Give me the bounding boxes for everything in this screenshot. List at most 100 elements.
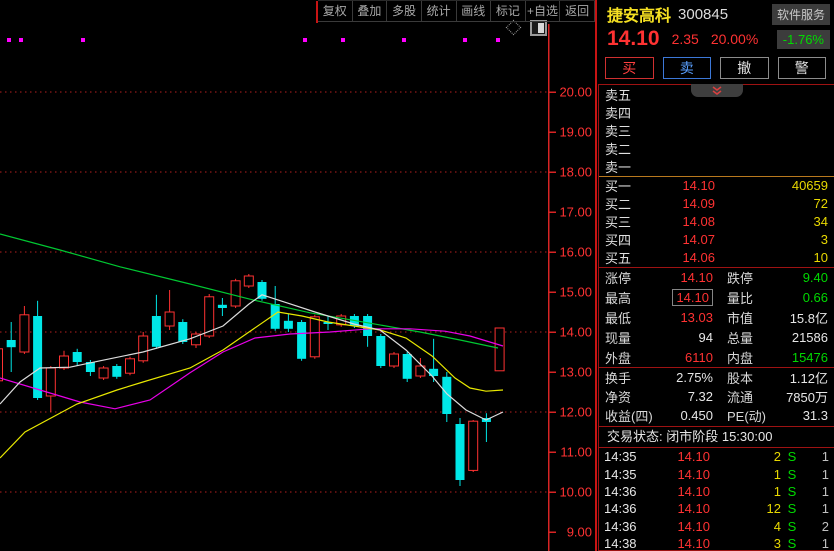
collapse-tab[interactable] <box>690 84 743 97</box>
quote-panel: 捷安高科 300845 软件服务 14.10 2.35 20.00% -1.76… <box>595 0 834 551</box>
volume-ratio-label: 量比 <box>727 291 754 307</box>
bid-row-2[interactable]: 买二 14.09 72 <box>599 194 834 212</box>
stats-row: 换手 2.75% 股本 1.12亿 <box>599 368 834 387</box>
low-label: 最低 <box>605 310 632 326</box>
tick-direction: S <box>787 536 797 551</box>
turnover-label: 换手 <box>605 371 632 387</box>
svg-text:18.00: 18.00 <box>559 165 592 180</box>
tick-volume: 2 <box>773 449 781 465</box>
tick-row: 14:36 14.10 12 S 1 <box>599 500 834 517</box>
diamond-marker-icon[interactable] <box>505 19 522 36</box>
bid-row-4[interactable]: 买四 14.07 3 <box>599 231 834 249</box>
turnover-value: 2.75% <box>676 370 713 386</box>
ma-magenta <box>0 328 504 410</box>
tick-count: 1 <box>821 536 829 551</box>
tick-direction: S <box>787 518 797 534</box>
industry-badge[interactable]: 软件服务 <box>771 3 830 25</box>
tick-price: 14.10 <box>677 449 710 465</box>
tick-row: 14:38 14.10 3 S 1 <box>599 535 834 551</box>
total-volume-label: 总量 <box>727 330 754 346</box>
current-volume-label: 现量 <box>605 330 632 346</box>
bid-row-5[interactable]: 买五 14.06 10 <box>599 249 834 267</box>
float-shares-label: 流通 <box>727 390 754 406</box>
last-price: 14.10 <box>607 27 660 50</box>
stats-row: 最低 13.03 市值 15.8亿 <box>599 308 834 328</box>
svg-text:14.00: 14.00 <box>559 325 592 340</box>
low-value: 13.03 <box>680 309 713 325</box>
svg-text:15.00: 15.00 <box>559 285 592 300</box>
tick-time: 14:36 <box>604 501 637 517</box>
inner-volume-label: 内盘 <box>727 350 754 366</box>
toolbar-button-multistock[interactable]: 多股 <box>387 1 422 21</box>
kline-chart[interactable]: 20.00 19.00 18.00 17.00 16.00 15.00 14.00 13.00… <box>0 0 596 551</box>
bid-volume: 40659 <box>791 178 828 194</box>
high-value: 14.10 <box>651 289 713 307</box>
ask-row-5[interactable]: 卖五 <box>599 85 834 103</box>
ask-row-3[interactable]: 卖三 <box>599 121 834 139</box>
panel-toggle-icon[interactable] <box>530 20 547 36</box>
price-change: 2.35 <box>671 31 699 47</box>
bid-price: 14.09 <box>682 195 715 211</box>
tick-direction: S <box>787 501 797 517</box>
tick-row: 14:36 14.10 4 S 2 <box>599 518 834 535</box>
toolbar-button-mark[interactable]: 标记 <box>491 1 526 21</box>
svg-text:11.00: 11.00 <box>560 445 592 460</box>
stats-block-2: 换手 2.75% 股本 1.12亿 净资 7.32 流通 7850万 收益(四) 0.450 P… <box>598 368 834 427</box>
float-shares-value: 7850万 <box>786 390 828 406</box>
svg-text:13.00: 13.00 <box>559 365 592 380</box>
tick-volume: 12 <box>766 501 781 517</box>
svg-text:19.00: 19.00 <box>559 125 592 140</box>
bid-label: 买三 <box>605 214 632 230</box>
stats-row: 涨停 14.10 跌停 9.40 <box>599 268 834 288</box>
toolbar-button-restore[interactable]: 复权 <box>318 1 353 21</box>
outer-volume-value: 6110 <box>685 349 713 365</box>
stats-row: 最高 14.10 量比 0.66 <box>599 288 834 308</box>
ask-row-4[interactable]: 卖四 <box>599 103 834 121</box>
chart-toolbar: 复权 叠加 多股 统计 画线 标记 +自选 返回 <box>316 0 595 23</box>
tick-price: 14.10 <box>677 466 710 482</box>
tick-volume: 3 <box>773 536 781 551</box>
svg-text:20.00: 20.00 <box>559 85 592 100</box>
order-book: 卖五 卖四 卖三 卖二 卖一 买一 14.10 40659 买二 14.09 72 买三… <box>598 84 834 268</box>
cancel-order-button[interactable]: 撤 <box>720 57 769 79</box>
bid-volume: 3 <box>820 232 828 248</box>
tick-direction: S <box>787 466 797 482</box>
bid-row-1[interactable]: 买一 14.10 40659 <box>599 175 834 194</box>
share-capital-label: 股本 <box>727 371 754 387</box>
bid-price: 14.07 <box>682 232 715 248</box>
bid-row-3[interactable]: 买三 14.08 34 <box>599 212 834 230</box>
ma-yellow <box>0 311 504 459</box>
ma-white <box>0 294 504 421</box>
kline-chart-area[interactable]: 20.00 19.00 18.00 17.00 16.00 15.00 14.00 13.00… <box>0 0 596 551</box>
toolbar-button-drawline[interactable]: 画线 <box>457 1 492 21</box>
volume-ratio-value: 0.66 <box>802 290 828 306</box>
sell-button[interactable]: 卖 <box>662 57 711 79</box>
toolbar-button-back[interactable]: 返回 <box>560 1 595 21</box>
toolbar-accent-line <box>316 1 318 23</box>
collapse-chevron-icon <box>712 86 721 95</box>
toolbar-button-overlay[interactable]: 叠加 <box>353 1 388 21</box>
ask-label: 卖一 <box>605 160 632 176</box>
svg-text:17.00: 17.00 <box>559 205 592 220</box>
stats-row: 净资 7.32 流通 7850万 <box>599 387 834 406</box>
tick-row: 14:36 14.10 1 S 1 <box>599 483 834 500</box>
alert-button[interactable]: 警 <box>777 57 826 79</box>
tick-volume: 1 <box>773 466 781 482</box>
toolbar-button-stats[interactable]: 统计 <box>422 1 457 21</box>
stock-name: 捷安高科 <box>607 8 672 25</box>
stats-block-1: 涨停 14.10 跌停 9.40 最高 14.10 量比 0.66 最低 13.03 市值 15.… <box>598 268 834 368</box>
tick-row: 14:35 14.10 1 S 1 <box>599 465 834 482</box>
trade-status: 交易状态: 闭市阶段 15:30:00 <box>607 429 773 444</box>
ask-label: 卖五 <box>605 87 632 103</box>
tick-time: 14:36 <box>604 518 637 534</box>
bid-price: 14.08 <box>682 213 715 229</box>
bid-volume: 10 <box>813 250 828 266</box>
buy-button[interactable]: 买 <box>605 57 654 79</box>
tick-time: 14:36 <box>604 483 637 499</box>
tick-direction: S <box>787 483 797 499</box>
industry-change-badge[interactable]: -1.76% <box>776 29 830 49</box>
ask-row-1[interactable]: 卖一 <box>599 158 834 176</box>
toolbar-button-add-watchlist[interactable]: +自选 <box>526 1 561 21</box>
ask-row-2[interactable]: 卖二 <box>599 140 834 158</box>
